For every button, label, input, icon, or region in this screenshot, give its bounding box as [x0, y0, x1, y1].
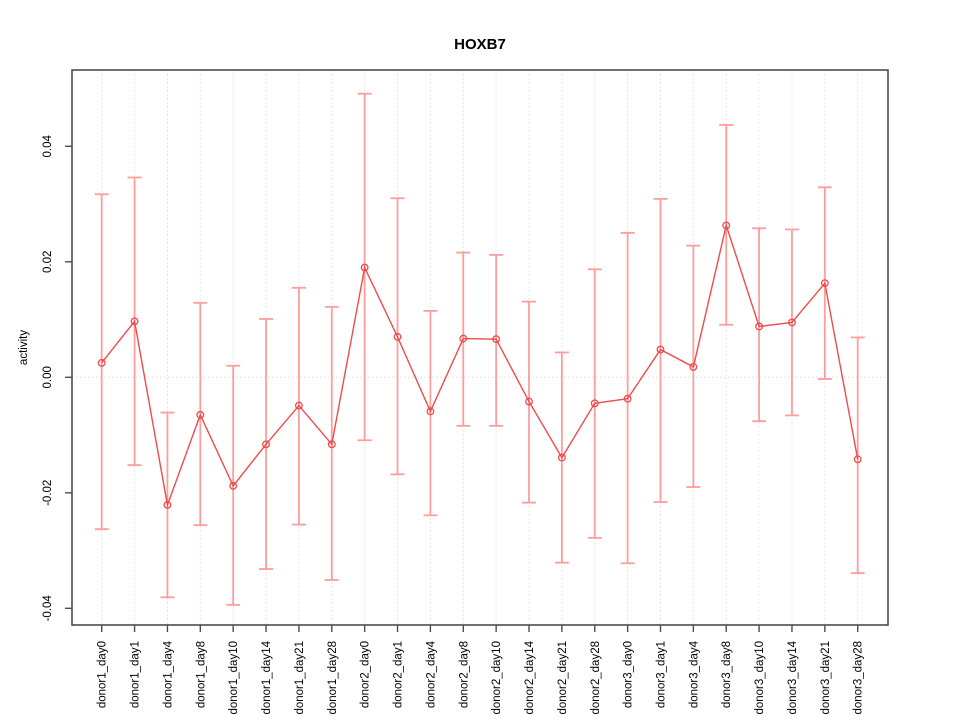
y-axis-label: activity — [18, 330, 30, 365]
x-tick-label: donor1_day1 — [130, 641, 142, 708]
data-point — [97, 358, 106, 367]
data-point — [557, 453, 566, 462]
data-point — [294, 401, 303, 410]
data-point — [262, 440, 270, 449]
data-point — [689, 362, 698, 371]
y-tick-label: 0.00 — [42, 366, 54, 388]
data-point — [525, 397, 533, 406]
data-point — [426, 407, 435, 416]
x-tick-label: donor2_day8 — [458, 641, 470, 708]
x-tick-label: donor1_day21 — [294, 641, 306, 715]
y-tick-label: 0.02 — [42, 251, 54, 273]
y-tick-label: -0.04 — [42, 595, 54, 622]
x-tick-label: donor2_day4 — [425, 640, 437, 708]
data-point — [853, 455, 862, 464]
x-tick-label: donor3_day28 — [853, 641, 865, 715]
x-tick-label: donor3_day21 — [820, 641, 832, 715]
data-point — [820, 279, 829, 288]
data-point — [360, 263, 369, 272]
y-tick-label: -0.02 — [42, 480, 54, 506]
x-tick-label: donor3_day10 — [754, 641, 766, 715]
x-tick-label: donor3_day14 — [787, 640, 799, 714]
x-tick-label: donor3_day4 — [688, 640, 700, 708]
x-tick-label: donor3_day1 — [655, 641, 667, 708]
data-point — [722, 221, 731, 230]
x-tick-label: donor3_day8 — [721, 641, 733, 708]
data-point — [196, 410, 205, 419]
plot-border-box — [71, 69, 889, 626]
data-point — [459, 334, 468, 343]
x-tick-label: donor2_day14 — [524, 640, 536, 714]
x-tick-label: donor1_day28 — [327, 641, 339, 715]
data-point — [327, 440, 336, 449]
chart-title: HOXB7 — [454, 36, 506, 53]
x-tick-label: donor3_day0 — [623, 641, 635, 708]
data-point — [755, 322, 764, 331]
x-tick-label: donor2_day28 — [590, 641, 602, 715]
data-point — [229, 481, 238, 490]
x-tick-label: donor2_day0 — [360, 641, 372, 708]
data-point — [492, 335, 501, 344]
plot-area: -0.04 -0.02 0.00 0.02 0.04 donor1_day0 donor1_… — [42, 69, 889, 715]
x-tick-label: donor1_day0 — [97, 641, 109, 708]
data-point — [590, 399, 599, 408]
data-point — [130, 317, 139, 326]
x-tick-label: donor1_day10 — [228, 641, 240, 715]
y-tick-label: 0.04 — [42, 135, 54, 158]
series-line — [101, 222, 859, 508]
x-tick-label: donor2_day21 — [557, 641, 569, 715]
x-tick-label: donor1_day4 — [162, 640, 174, 708]
x-tick-label: donor1_day8 — [195, 641, 207, 708]
data-point — [788, 318, 796, 327]
data-point — [163, 500, 172, 509]
x-tick-label: donor1_day14 — [261, 640, 273, 714]
data-point — [393, 332, 402, 341]
x-tick-label: donor2_day1 — [393, 641, 405, 708]
x-tick-label: donor2_day10 — [491, 641, 503, 715]
data-point — [623, 394, 632, 403]
data-point — [656, 345, 665, 354]
